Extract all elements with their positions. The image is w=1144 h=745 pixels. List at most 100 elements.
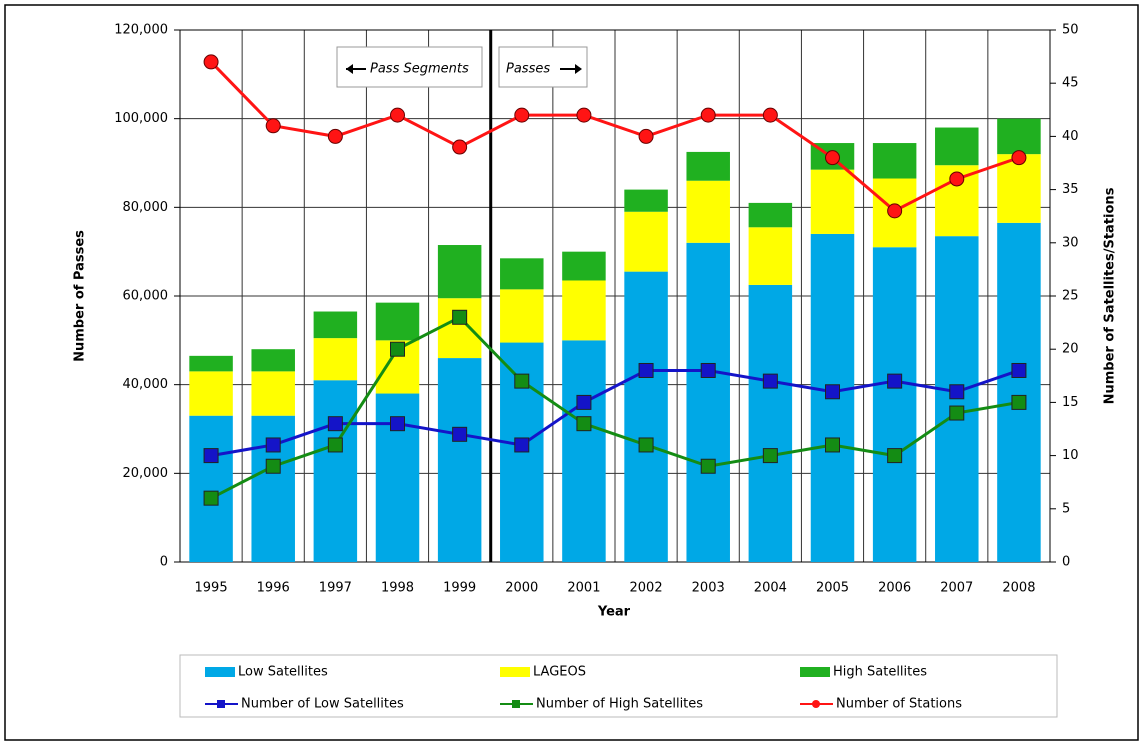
- marker: [203, 448, 219, 464]
- marker: [1011, 362, 1027, 378]
- marker: [514, 107, 530, 123]
- y2-tick-label: 45: [1062, 76, 1079, 91]
- y2-tick-label: 25: [1062, 289, 1079, 304]
- marker: [700, 107, 716, 123]
- y2-axis-title: Number of Satellites/Stations: [1103, 187, 1118, 404]
- bar: [624, 211, 668, 272]
- marker: [452, 309, 468, 325]
- legend-swatch: [500, 667, 530, 677]
- legend-label: Number of High Satellites: [536, 697, 703, 712]
- y-tick-label: 0: [160, 555, 168, 570]
- marker: [327, 128, 343, 144]
- y-tick-label: 120,000: [114, 23, 168, 38]
- legend-label: High Satellites: [833, 665, 927, 680]
- plot-border: [179, 29, 1051, 563]
- bar: [686, 242, 730, 563]
- marker: [327, 416, 343, 432]
- marker: [1011, 394, 1027, 410]
- marker: [700, 458, 716, 474]
- legend-label: Number of Low Satellites: [241, 697, 404, 712]
- arrow-head: [346, 64, 353, 74]
- marker: [762, 107, 778, 123]
- marker: [514, 437, 530, 453]
- legend: [179, 654, 1058, 718]
- arrow-head: [575, 64, 582, 74]
- x-tick-label: 1999: [443, 581, 476, 596]
- bar: [872, 143, 917, 179]
- bar: [313, 338, 358, 381]
- legend-marker: [217, 700, 225, 708]
- labels: 0 20,000 40,000 60,000 80,000 100,000 120,000 0…: [114, 23, 1078, 596]
- marker: [327, 437, 343, 453]
- bar: [997, 154, 1041, 223]
- y-tick-label: 100,000: [114, 111, 168, 126]
- marker: [887, 448, 903, 464]
- bar: [748, 202, 793, 228]
- bar: [375, 302, 420, 341]
- bar: [500, 289, 544, 343]
- y-axis-title: Number of Passes: [73, 230, 88, 362]
- x-tick-label: 1996: [257, 581, 290, 596]
- y-tick-label: 40,000: [123, 377, 169, 392]
- marker: [390, 416, 405, 432]
- legend-label: LAGEOS: [533, 665, 586, 680]
- line: [209, 60, 1020, 213]
- x-tick-label: 2003: [692, 581, 725, 596]
- marker: [887, 203, 903, 219]
- bar: [500, 258, 544, 290]
- line: [210, 368, 1020, 458]
- legend-label: Number of Stations: [836, 697, 962, 712]
- y2-tick-label: 5: [1062, 501, 1070, 516]
- marker: [265, 458, 281, 474]
- bar: [251, 371, 295, 416]
- bar: [935, 127, 979, 166]
- x-tick-label: 2004: [754, 581, 787, 596]
- marker: [762, 373, 778, 389]
- y-tick-label: 20,000: [123, 466, 169, 481]
- marker: [638, 128, 654, 144]
- legend-swatch: [205, 667, 235, 677]
- bar: [686, 180, 730, 243]
- marker: [825, 437, 840, 453]
- marker: [638, 437, 654, 453]
- x-tick-label: 2007: [940, 581, 973, 596]
- x-tick-label: 2002: [630, 581, 663, 596]
- y-tick-label: 80,000: [123, 200, 169, 215]
- legend-swatch: [800, 667, 830, 677]
- marker: [949, 384, 965, 400]
- bar: [313, 311, 358, 339]
- annotation-box: [498, 46, 588, 88]
- bar: [313, 380, 358, 562]
- marker: [452, 426, 468, 442]
- bar: [251, 349, 295, 372]
- marker: [1011, 150, 1027, 166]
- y2-tick-label: 30: [1062, 235, 1079, 250]
- annotation: Passes: [506, 62, 550, 77]
- marker: [576, 394, 592, 410]
- bar: [810, 169, 855, 234]
- marker: [452, 139, 468, 155]
- x-tick-label: 1998: [381, 581, 414, 596]
- bar: [437, 298, 482, 359]
- marker: [390, 107, 405, 123]
- marker: [576, 416, 592, 432]
- marker: [949, 171, 965, 187]
- bar: [997, 222, 1041, 562]
- y2-tick-label: 20: [1062, 342, 1079, 357]
- x-tick-label: 2000: [505, 581, 538, 596]
- bar: [686, 151, 730, 181]
- bar: [562, 340, 606, 562]
- marker: [825, 150, 840, 166]
- marker: [825, 384, 840, 400]
- x-tick-label: 2006: [878, 581, 911, 596]
- bar: [562, 280, 606, 341]
- marker: [762, 448, 778, 464]
- y2-tick-label: 35: [1062, 182, 1079, 197]
- annotation-box: [336, 46, 483, 88]
- bar: [748, 284, 793, 562]
- x-axis-title: Year: [597, 605, 631, 620]
- x-tick-label: 1995: [195, 581, 228, 596]
- bar: [624, 271, 668, 562]
- bars: [189, 118, 1041, 563]
- annotation: Pass Segments: [370, 62, 469, 77]
